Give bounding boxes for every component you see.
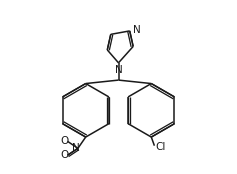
Text: Cl: Cl [155,142,166,152]
Text: O: O [61,136,69,146]
Text: O: O [61,150,69,160]
Text: N: N [115,65,122,75]
Text: N: N [133,25,141,34]
Text: N: N [72,143,80,153]
